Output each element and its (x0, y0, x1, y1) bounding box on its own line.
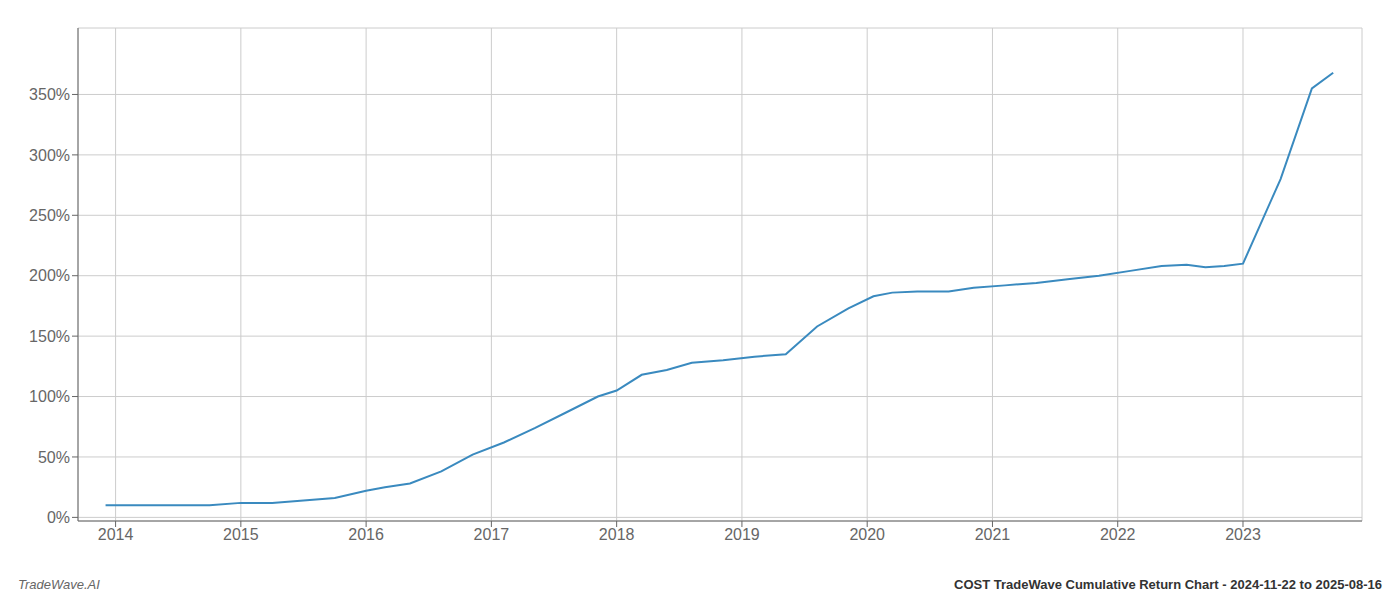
svg-text:200%: 200% (29, 267, 70, 284)
svg-text:100%: 100% (29, 388, 70, 405)
svg-text:350%: 350% (29, 86, 70, 103)
svg-text:2023: 2023 (1225, 526, 1261, 543)
svg-text:250%: 250% (29, 207, 70, 224)
svg-text:0%: 0% (47, 509, 70, 526)
svg-text:2020: 2020 (849, 526, 885, 543)
svg-text:2022: 2022 (1100, 526, 1136, 543)
svg-text:2015: 2015 (223, 526, 259, 543)
html-text:TradeWave.AI: TradeWave.AI (18, 577, 100, 592)
svg-text:300%: 300% (29, 147, 70, 164)
svg-text:2014: 2014 (98, 526, 134, 543)
svg-text:150%: 150% (29, 328, 70, 345)
svg-text:50%: 50% (38, 449, 70, 466)
svg-text:2016: 2016 (348, 526, 384, 543)
svg-text:2021: 2021 (975, 526, 1011, 543)
html-text:COST TradeWave Cumulative Retu: COST TradeWave Cumulative Return Chart -… (954, 577, 1382, 592)
svg-text:2019: 2019 (724, 526, 760, 543)
svg-text:2017: 2017 (474, 526, 510, 543)
svg-text:2018: 2018 (599, 526, 635, 543)
